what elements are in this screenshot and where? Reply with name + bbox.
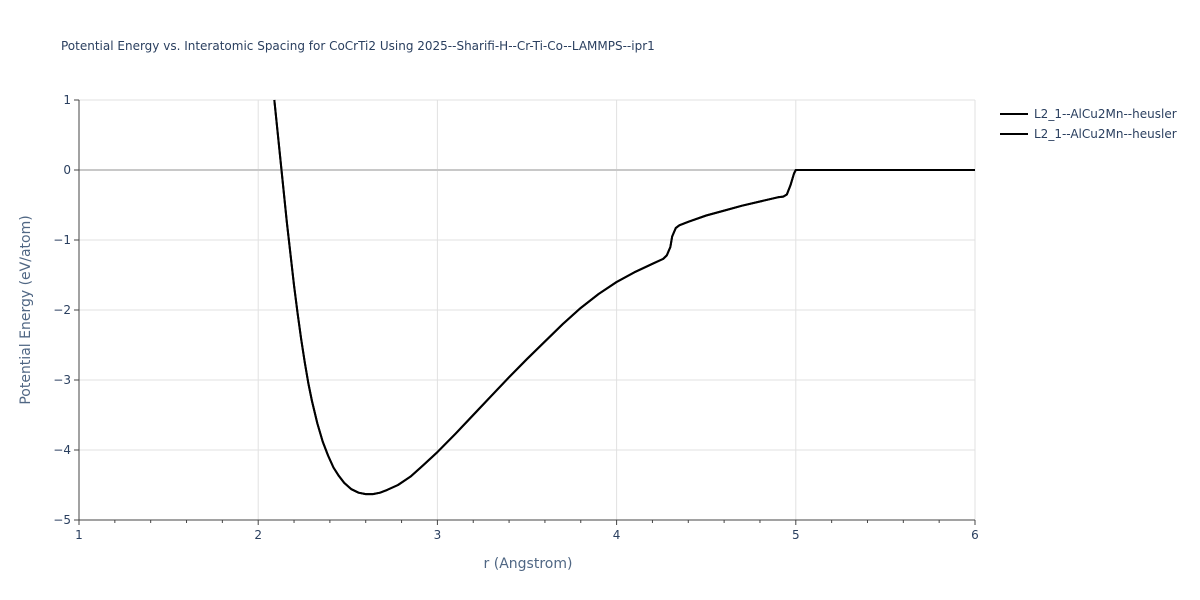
legend: L2_1--AlCu2Mn--heusler L2_1--AlCu2Mn--heu… <box>1000 107 1177 141</box>
y-gridlines <box>79 99 975 451</box>
x-tick-label: 5 <box>792 528 800 542</box>
series-line-2 <box>273 99 975 496</box>
legend-label[interactable]: L2_1--AlCu2Mn--heusler <box>1034 107 1177 121</box>
legend-label[interactable]: L2_1--AlCu2Mn--heusler <box>1034 127 1177 141</box>
y-axis-ticks: 1 0 −1 −2 −3 −4 −5 <box>53 93 79 527</box>
x-tick-label: 3 <box>434 528 442 542</box>
y-tick-label: −4 <box>53 443 71 457</box>
y-tick-label: −3 <box>53 373 71 387</box>
x-axis-ticks: 1 2 3 4 5 6 <box>75 520 979 542</box>
series-lines <box>273 99 975 496</box>
y-tick-label: 1 <box>63 93 71 107</box>
x-axis-title: r (Angstrom) <box>484 556 573 572</box>
x-tick-label: 6 <box>971 528 979 542</box>
y-tick-label: 0 <box>63 163 71 177</box>
x-tick-label: 4 <box>613 528 621 542</box>
y-axis-title: Potential Energy (eV/atom) <box>18 215 34 404</box>
chart-title: Potential Energy vs. Interatomic Spacing… <box>61 39 655 53</box>
x-tick-label: 1 <box>75 528 83 542</box>
y-tick-label: −2 <box>53 303 71 317</box>
series-line-1 <box>273 99 975 496</box>
y-tick-label: −1 <box>53 233 71 247</box>
x-tick-label: 2 <box>254 528 262 542</box>
y-tick-label: −5 <box>53 513 71 527</box>
